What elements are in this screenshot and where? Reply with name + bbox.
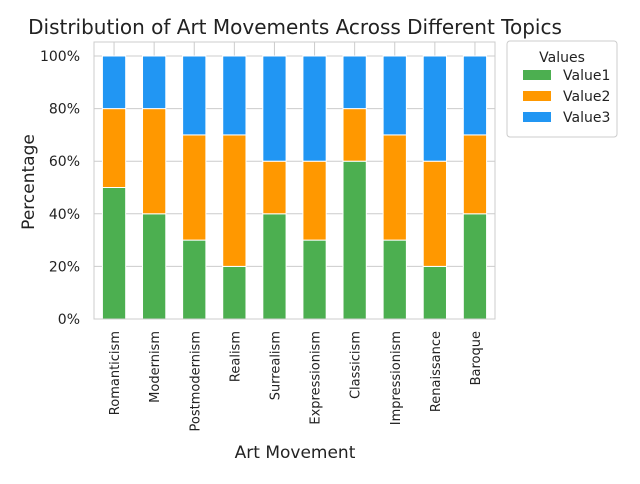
bar-value3-classicism (342, 55, 367, 110)
bar-value2-expressionism (302, 160, 327, 241)
bar-value3-postmodernism (182, 55, 207, 136)
x-tick-label: Baroque (469, 331, 484, 385)
x-tick-label: Impressionism (389, 331, 404, 425)
x-tick-label: Modernism (148, 331, 163, 403)
x-tick-label: Postmodernism (188, 331, 203, 431)
y-tick-label: 40% (49, 207, 80, 223)
legend-swatch-value3 (523, 112, 551, 122)
legend: Values Value1 Value2 Value3 (506, 40, 618, 138)
legend-swatch-value1 (523, 70, 551, 80)
bar-value1-realism (222, 265, 247, 320)
bar-value1-postmodernism (182, 239, 207, 320)
bar-value1-surrealism (262, 213, 287, 320)
y-tick-label: 60% (49, 154, 80, 170)
bar-value3-impressionism (382, 55, 407, 136)
bar-value2-surrealism (262, 160, 287, 215)
bar-value3-renaissance (422, 55, 447, 162)
plot-frame (93, 41, 496, 320)
x-tick-label: Surrealism (268, 331, 283, 400)
bar-value1-baroque (462, 213, 488, 320)
y-tick-label: 20% (49, 259, 80, 275)
bar-value1-romanticism (101, 187, 127, 320)
bar-value3-modernism (142, 55, 167, 110)
x-tick-label: Romanticism (108, 331, 123, 415)
bar-value3-realism (222, 55, 247, 136)
x-axis-label: Art Movement (235, 443, 356, 463)
y-tick-label: 0% (58, 312, 80, 328)
bar-value2-impressionism (382, 134, 407, 241)
y-tick-label: 100% (40, 49, 80, 65)
bar-value1-renaissance (422, 265, 447, 320)
x-tick-label: Classicism (349, 331, 364, 399)
legend-swatch-value2 (523, 91, 551, 101)
chart-title: Distribution of Art Movements Across Dif… (28, 15, 562, 39)
bar-value1-expressionism (302, 239, 327, 320)
x-tick-label: Expressionism (309, 331, 324, 425)
y-tick-label: 80% (49, 102, 80, 118)
bar-value2-baroque (462, 134, 488, 215)
x-tick-label: Renaissance (429, 331, 444, 412)
bar-value2-modernism (142, 108, 167, 215)
bar-value1-impressionism (382, 239, 407, 320)
legend-items: Value1 Value2 Value3 (523, 68, 610, 126)
bar-value3-expressionism (302, 55, 327, 162)
legend-label-value2: Value2 (563, 89, 610, 105)
bar-value2-realism (222, 134, 247, 267)
bar-value3-romanticism (101, 55, 127, 110)
y-ticks: 0% 20% 40% 60% 80% 100% (40, 49, 80, 328)
bars (101, 55, 488, 320)
bar-value2-postmodernism (182, 134, 207, 241)
bar-value1-classicism (342, 160, 367, 320)
bar-value2-classicism (342, 108, 367, 162)
bar-value1-modernism (142, 213, 167, 320)
legend-label-value3: Value3 (563, 110, 610, 126)
legend-label-value1: Value1 (563, 68, 610, 84)
bar-value2-romanticism (101, 108, 127, 188)
x-tick-label: Realism (228, 331, 243, 382)
legend-title: Values (539, 50, 585, 66)
bar-value3-surrealism (262, 55, 287, 162)
bar-value2-renaissance (422, 160, 447, 267)
x-ticks: Romanticism Modernism Postmodernism Realism… (108, 331, 484, 431)
bar-value3-baroque (462, 55, 488, 136)
y-axis-label: Percentage (19, 134, 39, 230)
